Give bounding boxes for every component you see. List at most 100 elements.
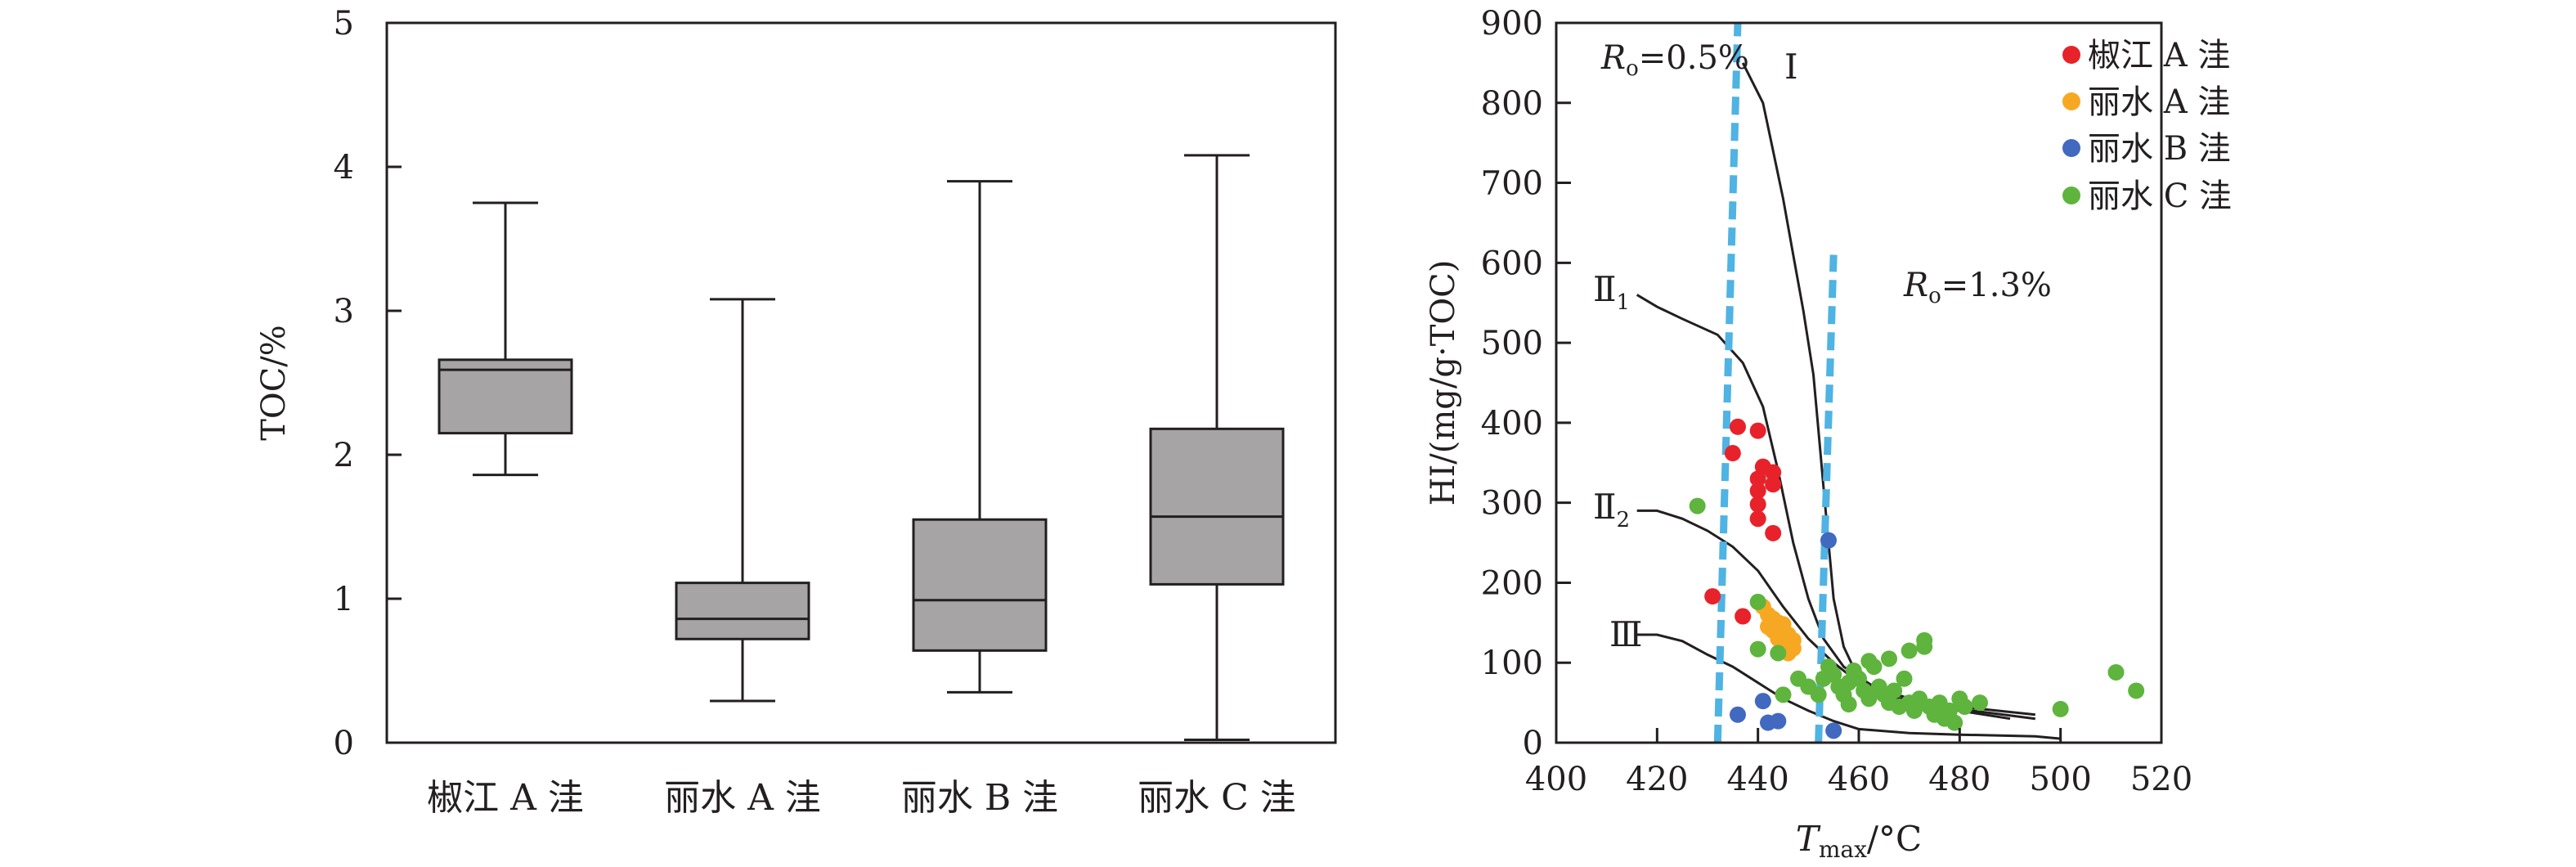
- ro-label-low: Ro=0.5%: [1600, 39, 1749, 81]
- toc-boxplot: 0 1 2 3 4 5 椒江 A 洼 丽水 A 洼 丽水 B 洼 丽水 C 洼 TOC/%: [255, 5, 1337, 819]
- type-label-I: Ⅰ: [1784, 47, 1798, 87]
- x-tick-label: 500: [2029, 761, 2091, 798]
- boxplot-frame: [385, 21, 1337, 744]
- legend-label: 丽水 A 洼: [2088, 83, 2230, 121]
- y-tick-label: 900: [1481, 5, 1543, 43]
- data-point-series-1: [1765, 476, 1782, 493]
- legend-item: 丽水 A 洼: [2062, 83, 2230, 121]
- y-tick-label: 700: [1481, 165, 1543, 203]
- legend-item: 丽水 B 洼: [2062, 130, 2231, 168]
- type-label-III: Ⅲ: [1609, 614, 1643, 654]
- iqr-box: [912, 518, 1048, 652]
- data-point-series-4: [2128, 682, 2145, 699]
- y-tick-label: 3: [334, 293, 354, 330]
- x-tick-label: 400: [1525, 761, 1587, 798]
- data-point-series-1: [1749, 510, 1766, 528]
- curve-type-III: [1636, 633, 2061, 740]
- boxplot-y-axis: 0 1 2 3 4 5: [334, 5, 402, 762]
- legend-item: 椒江 A 洼: [2062, 37, 2230, 74]
- x-label-main: T: [1796, 819, 1821, 859]
- x-tick-label: 520: [2130, 761, 2192, 798]
- data-point-series-1: [1749, 483, 1766, 499]
- legend-marker: [2062, 186, 2080, 204]
- data-point-series-4: [1770, 645, 1787, 662]
- ro-label-high: Ro=1.3%: [1903, 267, 2052, 308]
- boxplot-y-axis-label: TOC/%: [255, 325, 293, 441]
- scatter-x-axis: 400 420 440 460 480 500 520: [1525, 728, 2192, 798]
- scatter-points: [1689, 418, 2145, 739]
- y-tick-label: 5: [334, 5, 354, 43]
- category-label: 丽水 C 洼: [1138, 777, 1296, 819]
- legend-marker: [2062, 46, 2080, 64]
- data-point-series-3: [1754, 693, 1771, 710]
- x-tick-label: 420: [1626, 761, 1688, 798]
- iqr-box: [675, 582, 810, 640]
- data-point-series-3: [1820, 532, 1837, 549]
- ro-lines: [1713, 23, 1838, 743]
- scatter-y-axis: 0 100 200 300 400 500 600 700 800 900: [1481, 5, 1571, 762]
- scatter-y-axis-label: HI/(mg/g·TOC): [1425, 260, 1462, 506]
- data-point-series-4: [2052, 700, 2069, 717]
- ro-line-0.5: [1713, 23, 1742, 743]
- y-tick-label: 0: [334, 725, 354, 762]
- x-tick-label: 460: [1828, 761, 1890, 798]
- x-tick-label: 480: [1928, 761, 1990, 798]
- data-point-series-3: [1825, 722, 1842, 739]
- data-point-series-1: [1765, 524, 1782, 541]
- boxplot-boxes: [438, 154, 1285, 741]
- y-tick-label: 200: [1481, 564, 1543, 602]
- box-1: [438, 201, 573, 477]
- data-point-series-4: [1972, 694, 1988, 712]
- data-point-series-4: [1886, 682, 1903, 699]
- legend-marker: [2062, 139, 2080, 157]
- data-point-series-4: [1749, 640, 1766, 658]
- y-tick-label: 800: [1481, 85, 1543, 123]
- x-tick-label: 440: [1726, 761, 1788, 798]
- boxplot-x-axis: 椒江 A 洼 丽水 A 洼 丽水 B 洼 丽水 C 洼: [427, 777, 1296, 819]
- data-point-series-1: [1749, 422, 1766, 439]
- data-point-series-4: [1775, 686, 1792, 703]
- type-label-II2: Ⅱ2: [1593, 487, 1630, 532]
- kerogen-type-curves: [1636, 62, 2061, 740]
- y-tick-label: 2: [334, 437, 354, 474]
- data-point-series-1: [1765, 464, 1782, 481]
- data-point-series-4: [1689, 497, 1706, 514]
- y-tick-label: 0: [1523, 725, 1543, 762]
- box-2: [675, 298, 810, 703]
- legend-label: 丽水 B 洼: [2088, 130, 2231, 168]
- data-point-series-4: [1860, 653, 1878, 670]
- data-point-series-1: [1749, 470, 1766, 487]
- iqr-box: [1149, 427, 1285, 586]
- category-label: 椒江 A 洼: [427, 777, 584, 819]
- data-point-series-1: [1704, 588, 1721, 605]
- data-point-series-1: [1724, 445, 1741, 462]
- data-point-series-4: [1916, 631, 1933, 649]
- ro-line-1.3: [1815, 254, 1838, 743]
- data-point-series-1: [1730, 418, 1746, 435]
- category-label: 丽水 A 洼: [664, 777, 821, 819]
- x-label-unit: /°C: [1867, 819, 1922, 859]
- legend-label: 椒江 A 洼: [2088, 37, 2230, 74]
- data-point-series-4: [1840, 696, 1857, 713]
- data-point-series-4: [1749, 593, 1766, 610]
- type-label-II1: Ⅱ1: [1593, 269, 1630, 315]
- data-point-series-3: [1730, 706, 1746, 723]
- legend-marker: [2062, 92, 2080, 110]
- data-point-series-4: [1860, 690, 1878, 708]
- data-point-series-1: [1735, 608, 1752, 625]
- legend: 椒江 A 洼 丽水 A 洼 丽水 B 洼 丽水 C 洼: [2062, 37, 2232, 215]
- y-tick-label: 300: [1481, 485, 1543, 523]
- y-tick-label: 100: [1481, 645, 1543, 682]
- iqr-box: [438, 358, 573, 435]
- data-point-series-1: [1749, 496, 1766, 513]
- legend-label: 丽水 C 洼: [2088, 177, 2232, 215]
- legend-item: 丽水 C 洼: [2062, 177, 2232, 215]
- data-point-series-4: [1956, 699, 1973, 715]
- data-point-series-4: [1901, 642, 1918, 659]
- y-tick-label: 1: [334, 581, 354, 618]
- data-point-series-4: [1946, 714, 1963, 731]
- category-label: 丽水 B 洼: [901, 777, 1058, 819]
- hi-tmax-scatter: 0 100 200 300 400 500 600 700 800 900 400 420 440 46…: [1425, 5, 2232, 863]
- data-point-series-4: [2107, 663, 2125, 681]
